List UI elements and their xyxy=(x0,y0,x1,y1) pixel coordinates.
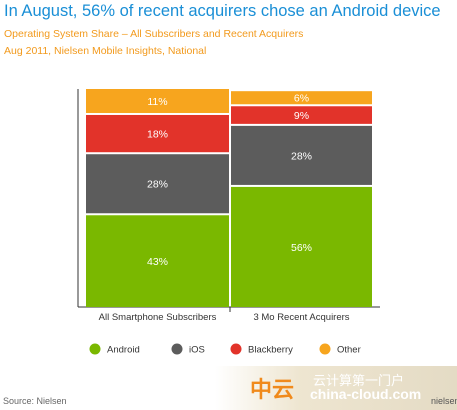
category-label-2: 3 Mo Recent Acquirers xyxy=(253,312,349,323)
bar-segment-other-2 xyxy=(231,91,372,105)
data-label-blackberry-2: 9% xyxy=(294,110,309,122)
legend-marker-ios xyxy=(171,343,183,355)
bar-segment-other-1 xyxy=(86,89,229,113)
bar-segment-android-2 xyxy=(231,186,372,307)
data-label-other-2: 6% xyxy=(294,93,309,105)
chart-title: In August, 56% of recent acquirers chose… xyxy=(4,2,441,20)
data-label-blackberry-1: 18% xyxy=(147,129,168,141)
data-label-ios-2: 28% xyxy=(291,150,312,162)
chart-subtitle: Operating System Share – All Subscribers… xyxy=(4,28,304,40)
bar-segment-blackberry-2 xyxy=(231,106,372,124)
legend-label-android: Android xyxy=(107,345,140,356)
legend-label-blackberry: Blackberry xyxy=(248,345,293,356)
chart-date-note: Aug 2011, Nielsen Mobile Insights, Natio… xyxy=(4,45,207,57)
legend-marker-blackberry xyxy=(230,343,242,355)
category-label-1: All Smartphone Subscribers xyxy=(99,312,217,323)
data-label-android-2: 56% xyxy=(291,242,312,254)
data-label-android-1: 43% xyxy=(147,256,168,268)
bar-segment-ios-2 xyxy=(231,125,372,185)
watermark-url: china-cloud.com xyxy=(310,386,422,402)
bar-segment-blackberry-1 xyxy=(86,114,229,153)
source-note: Source: Nielsen xyxy=(3,396,67,406)
bar-segment-android-1 xyxy=(86,215,229,307)
watermark-band xyxy=(215,366,457,410)
watermark-logo: 中云 xyxy=(250,378,295,403)
data-label-ios-1: 28% xyxy=(147,179,168,191)
legend-label-ios: iOS xyxy=(189,345,205,356)
legend-marker-android xyxy=(89,343,101,355)
bar-segment-ios-1 xyxy=(86,154,229,214)
data-label-other-1: 11% xyxy=(147,96,167,108)
legend-marker-other xyxy=(319,343,331,355)
legend-label-other: Other xyxy=(337,345,361,356)
watermark-tagline: 云计算第一门户 xyxy=(313,374,405,389)
nielsen-brand: nielsen xyxy=(431,396,457,406)
